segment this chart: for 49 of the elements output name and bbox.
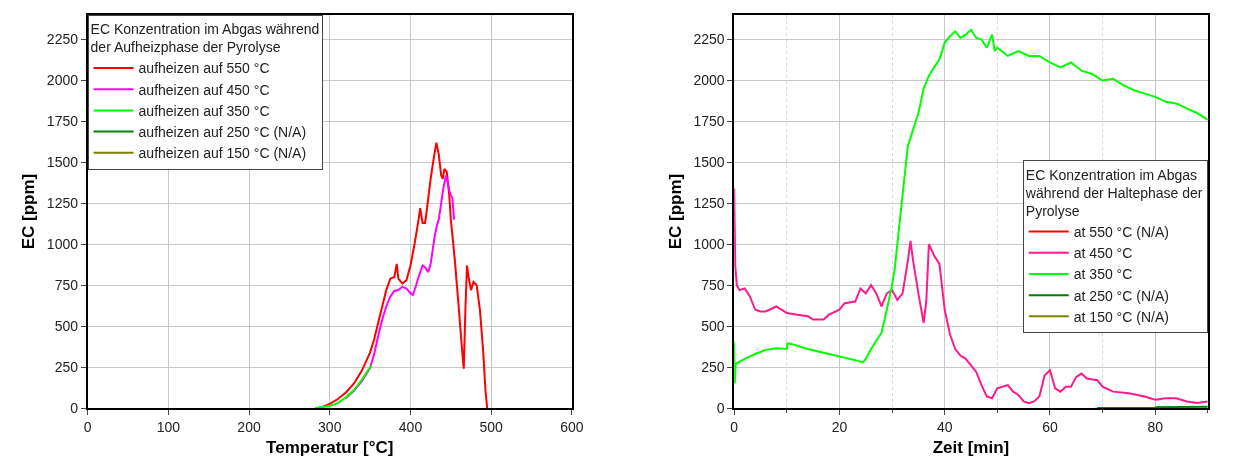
y-tick-label: 1750 xyxy=(693,113,725,130)
legend-label: at 250 °C (N/A) xyxy=(1073,287,1169,304)
y-tick-label: 1500 xyxy=(46,154,79,171)
line-series xyxy=(344,174,456,400)
y-tick-label: 250 xyxy=(701,358,725,375)
legend-label: at 550 °C (N/A) xyxy=(1073,223,1169,240)
x-tick-label: 20 xyxy=(831,418,848,435)
y-tick-label: 1250 xyxy=(693,195,725,212)
y-tick-label: 1250 xyxy=(46,195,79,212)
x-tick-label: 200 xyxy=(237,418,261,435)
y-tick-label: 750 xyxy=(701,277,725,294)
x-tick-label: 60 xyxy=(1042,418,1058,435)
x-tick-label: 500 xyxy=(479,418,504,435)
legend-label: at 150 °C (N/A) xyxy=(1073,308,1169,325)
x-tick-label: 600 xyxy=(560,418,584,435)
y-tick-label: 2250 xyxy=(693,31,725,48)
legend-label: aufheizen auf 550 °C xyxy=(138,60,270,77)
x-tick-label: 0 xyxy=(730,418,739,435)
legend-label: aufheizen auf 250 °C (N/A) xyxy=(138,124,307,141)
y-tick-label: 250 xyxy=(54,358,79,375)
x-tick-label: 100 xyxy=(156,418,181,435)
y-tick-label: 500 xyxy=(701,318,725,335)
legend-label: aufheizen auf 450 °C xyxy=(138,81,270,98)
line-series xyxy=(734,28,1208,385)
legend-label: at 450 °C xyxy=(1073,245,1133,262)
y-axis-title: EC [ppm] xyxy=(18,173,38,250)
y-tick-label: 2000 xyxy=(693,72,725,89)
y-tick-label: 1500 xyxy=(693,154,725,171)
legend-label: at 350 °C xyxy=(1073,266,1133,283)
x-tick-label: 40 xyxy=(936,418,953,435)
x-tick-label: 300 xyxy=(318,418,342,435)
y-tick-label: 1000 xyxy=(693,236,725,253)
y-tick-label: 0 xyxy=(70,399,79,416)
y-tick-label: 1750 xyxy=(46,113,79,130)
x-tick-label: 0 xyxy=(83,418,92,435)
line-series xyxy=(314,364,373,408)
y-tick-label: 500 xyxy=(54,318,79,335)
y-tick-label: 750 xyxy=(54,277,79,294)
y-axis-title: EC [ppm] xyxy=(665,173,685,250)
y-tick-label: 0 xyxy=(716,399,725,416)
y-tick-label: 2000 xyxy=(46,72,79,89)
x-axis-title: Temperatur [°C] xyxy=(266,438,394,458)
x-tick-label: 80 xyxy=(1147,418,1164,435)
y-tick-label: 1000 xyxy=(46,236,79,253)
y-tick-label: 2250 xyxy=(46,31,79,48)
legend-label: aufheizen auf 350 °C xyxy=(138,102,270,119)
x-tick-label: 400 xyxy=(398,418,423,435)
x-axis-title: Zeit [min] xyxy=(932,438,1010,458)
legend-label: aufheizen auf 150 °C (N/A) xyxy=(138,145,307,162)
